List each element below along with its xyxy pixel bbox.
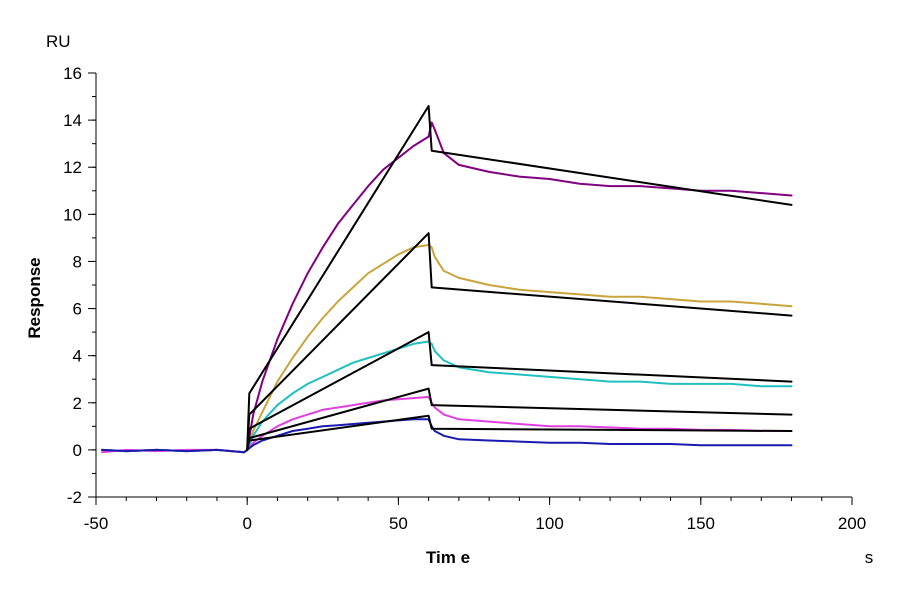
y-tick-label: 12 [63, 158, 82, 177]
fit-curve-line [246, 105, 793, 451]
y-tick-label: 10 [63, 205, 82, 224]
data-series-line [101, 244, 793, 454]
y-tick-label: 14 [63, 111, 82, 130]
axes: -2 0 2 4 6 8 10 12 14 16 -50 0 50 100 150 200 [63, 64, 866, 533]
x-tick-label: 150 [687, 514, 715, 533]
y-tick-label: -2 [67, 488, 82, 507]
x-tick-label: 200 [838, 514, 866, 533]
data-series-line [101, 418, 793, 454]
x-tick-label: 0 [242, 514, 251, 533]
x-tick-label: -50 [84, 514, 109, 533]
fit-curve-line [246, 414, 793, 451]
y-tick-label: 16 [63, 64, 82, 83]
fit-curve-line [246, 331, 793, 451]
x-tick-label: 100 [535, 514, 563, 533]
x-unit-label: s [865, 548, 874, 567]
y-axis-title: Response [25, 257, 44, 338]
x-axis-title: Tim e [426, 548, 470, 567]
y-tick-label: 0 [73, 441, 82, 460]
y-unit-label: RU [46, 32, 71, 51]
x-tick-label: 50 [389, 514, 408, 533]
fit-curve-line [246, 232, 793, 451]
fit-layer [246, 105, 793, 451]
series-layer [101, 121, 793, 454]
y-tick-label: 6 [73, 300, 82, 319]
y-tick-label: 8 [73, 252, 82, 271]
data-series-line [101, 121, 793, 454]
y-tick-label: 4 [73, 347, 82, 366]
y-tick-label: 2 [73, 394, 82, 413]
